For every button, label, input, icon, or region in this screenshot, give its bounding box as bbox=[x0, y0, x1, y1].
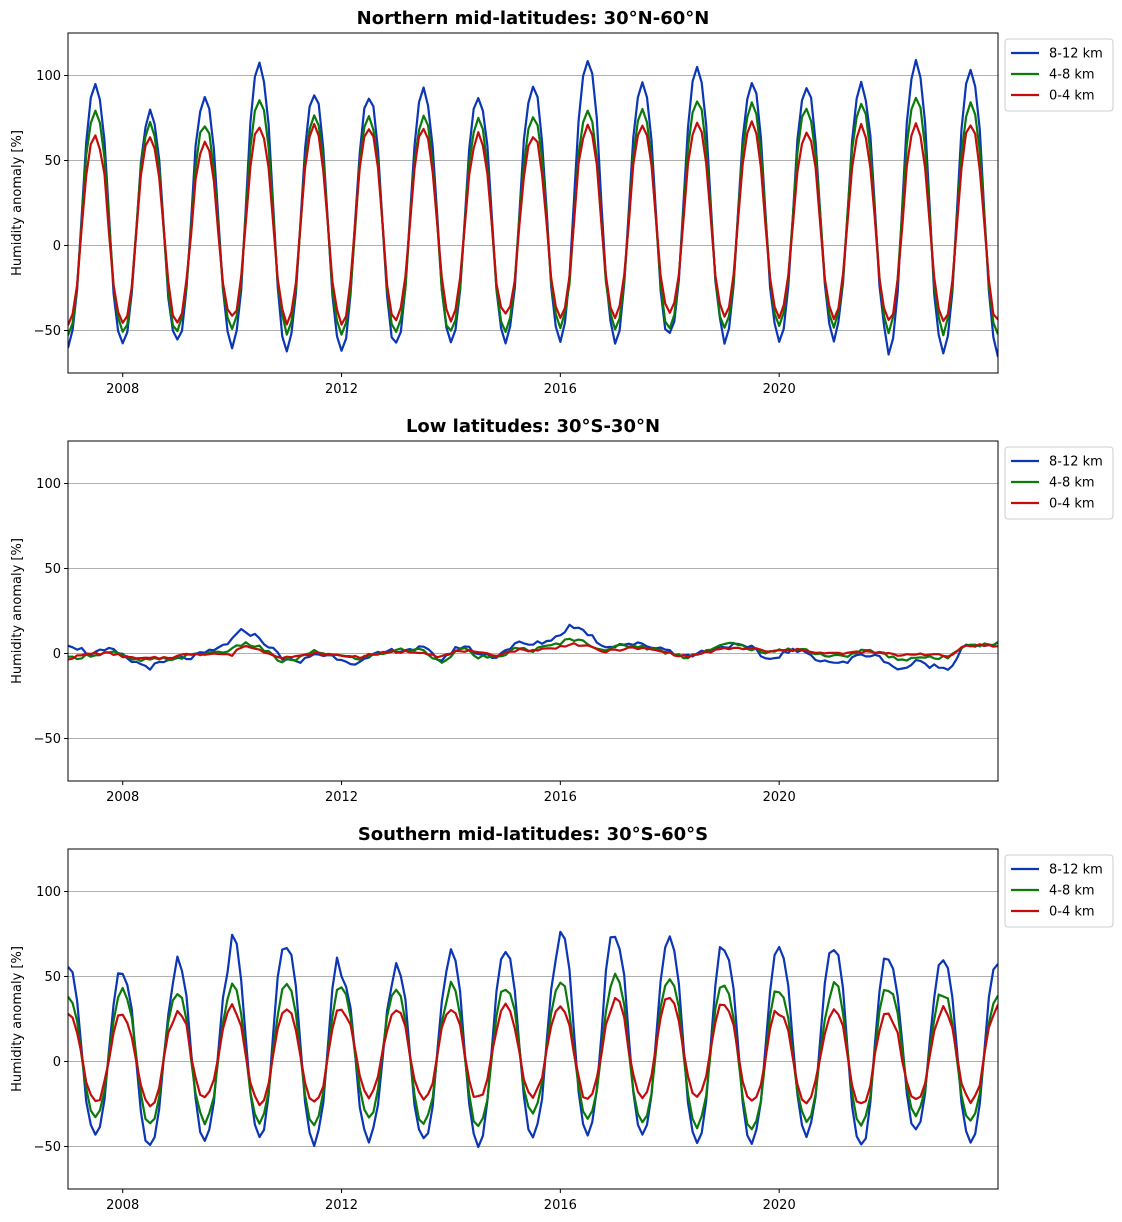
legend-label-8-12-km: 8-12 km bbox=[1049, 863, 1103, 878]
series-group bbox=[68, 58, 998, 358]
x-tick-label: 2008 bbox=[106, 790, 139, 805]
axes-frame bbox=[67, 848, 999, 1190]
y-axis-label: Humidity anomaly [%] bbox=[10, 946, 25, 1092]
legend-label-8-12-km: 8-12 km bbox=[1049, 47, 1103, 62]
series-line-8-12-km bbox=[68, 930, 998, 1149]
x-tick-label: 2012 bbox=[325, 1198, 358, 1213]
chart-title: Northern mid-latitudes: 30°N-60°N bbox=[357, 8, 710, 29]
legend-box bbox=[1004, 38, 1114, 112]
y-tick-label: 50 bbox=[44, 154, 61, 169]
x-tick-label: 2016 bbox=[544, 790, 577, 805]
series-line-4-8-km bbox=[68, 972, 998, 1131]
y-tick-label: 100 bbox=[36, 69, 61, 84]
legend: 8-12 km 4-8 km 0-4 km bbox=[1004, 38, 1114, 112]
x-tick-label: 2016 bbox=[544, 382, 577, 397]
y-tick-label: −50 bbox=[34, 1140, 61, 1155]
y-tick-label: 100 bbox=[36, 885, 61, 900]
y-tick-label: −50 bbox=[34, 324, 61, 339]
x-tick-label: 2020 bbox=[763, 790, 796, 805]
y-tick-label: 50 bbox=[44, 970, 61, 985]
series-line-8-12-km bbox=[68, 623, 998, 671]
legend-label-0-4-km: 0-4 km bbox=[1049, 497, 1095, 512]
series-line-0-4-km bbox=[68, 642, 998, 661]
legend-label-8-12-km: 8-12 km bbox=[1049, 455, 1103, 470]
legend-label-4-8-km: 4-8 km bbox=[1049, 884, 1095, 899]
y-tick-label: −50 bbox=[34, 732, 61, 747]
series-line-4-8-km bbox=[68, 637, 998, 664]
chart-title: Southern mid-latitudes: 30°S-60°S bbox=[358, 824, 708, 845]
y-tick-label: 0 bbox=[53, 647, 61, 662]
legend-box bbox=[1004, 446, 1114, 520]
series-group bbox=[68, 930, 998, 1149]
y-tick-label: 0 bbox=[53, 239, 61, 254]
series-line-0-4-km bbox=[68, 996, 998, 1108]
series-line-8-12-km bbox=[68, 58, 998, 358]
axes-frame bbox=[67, 440, 999, 782]
y-tick-label: 50 bbox=[44, 562, 61, 577]
x-tick-label: 2008 bbox=[106, 1198, 139, 1213]
legend-label-4-8-km: 4-8 km bbox=[1049, 476, 1095, 491]
panel-low-latitudes: Low latitudes: 30°S-30°N −50 0 50 100 2008 201… bbox=[10, 416, 1114, 805]
panel-southern: Southern mid-latitudes: 30°S-60°S −50 0 50 1… bbox=[10, 824, 1114, 1213]
y-axis-label: Humidity anomaly [%] bbox=[10, 538, 25, 684]
chart-title: Low latitudes: 30°S-30°N bbox=[406, 416, 660, 437]
x-tick-label: 2020 bbox=[763, 1198, 796, 1213]
legend-label-4-8-km: 4-8 km bbox=[1049, 68, 1095, 83]
y-axis-label: Humidity anomaly [%] bbox=[10, 130, 25, 276]
y-tick-label: 100 bbox=[36, 477, 61, 492]
legend-label-0-4-km: 0-4 km bbox=[1049, 89, 1095, 104]
series-line-0-4-km bbox=[68, 120, 998, 326]
legend: 8-12 km 4-8 km 0-4 km bbox=[1004, 854, 1114, 928]
x-tick-label: 2012 bbox=[325, 382, 358, 397]
legend-label-0-4-km: 0-4 km bbox=[1049, 905, 1095, 920]
y-tick-label: 0 bbox=[53, 1055, 61, 1070]
legend: 8-12 km 4-8 km 0-4 km bbox=[1004, 446, 1114, 520]
series-group bbox=[68, 623, 998, 671]
x-tick-label: 2016 bbox=[544, 1198, 577, 1213]
x-tick-label: 2020 bbox=[763, 382, 796, 397]
panel-northern: Northern mid-latitudes: 30°N-60°N −50 0 50 1… bbox=[10, 8, 1114, 397]
x-tick-label: 2008 bbox=[106, 382, 139, 397]
x-tick-label: 2012 bbox=[325, 790, 358, 805]
axes-frame bbox=[67, 32, 999, 374]
legend-box bbox=[1004, 854, 1114, 928]
